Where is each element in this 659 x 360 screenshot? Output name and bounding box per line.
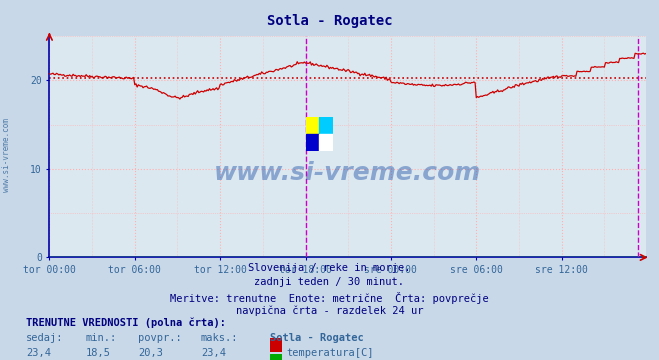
Text: navpična črta - razdelek 24 ur: navpična črta - razdelek 24 ur — [236, 306, 423, 316]
Text: min.:: min.: — [86, 333, 117, 343]
Text: Slovenija / reke in morje.: Slovenija / reke in morje. — [248, 263, 411, 273]
Bar — [306, 134, 320, 151]
Bar — [320, 134, 333, 151]
Text: Sotla - Rogatec: Sotla - Rogatec — [267, 14, 392, 28]
Text: TRENUTNE VREDNOSTI (polna črta):: TRENUTNE VREDNOSTI (polna črta): — [26, 318, 226, 328]
Text: www.si-vreme.com: www.si-vreme.com — [214, 161, 481, 185]
Bar — [320, 117, 333, 134]
Bar — [306, 117, 320, 134]
Text: www.si-vreme.com: www.si-vreme.com — [2, 118, 11, 192]
Text: 23,4: 23,4 — [201, 348, 226, 359]
Text: zadnji teden / 30 minut.: zadnji teden / 30 minut. — [254, 277, 405, 287]
Text: 20,3: 20,3 — [138, 348, 163, 359]
Text: Meritve: trenutne  Enote: metrične  Črta: povprečje: Meritve: trenutne Enote: metrične Črta: … — [170, 292, 489, 303]
Text: 18,5: 18,5 — [86, 348, 111, 359]
Text: Sotla - Rogatec: Sotla - Rogatec — [270, 333, 364, 343]
Text: maks.:: maks.: — [201, 333, 239, 343]
Text: povpr.:: povpr.: — [138, 333, 182, 343]
Text: 23,4: 23,4 — [26, 348, 51, 359]
Text: temperatura[C]: temperatura[C] — [287, 348, 374, 359]
Text: sedaj:: sedaj: — [26, 333, 64, 343]
